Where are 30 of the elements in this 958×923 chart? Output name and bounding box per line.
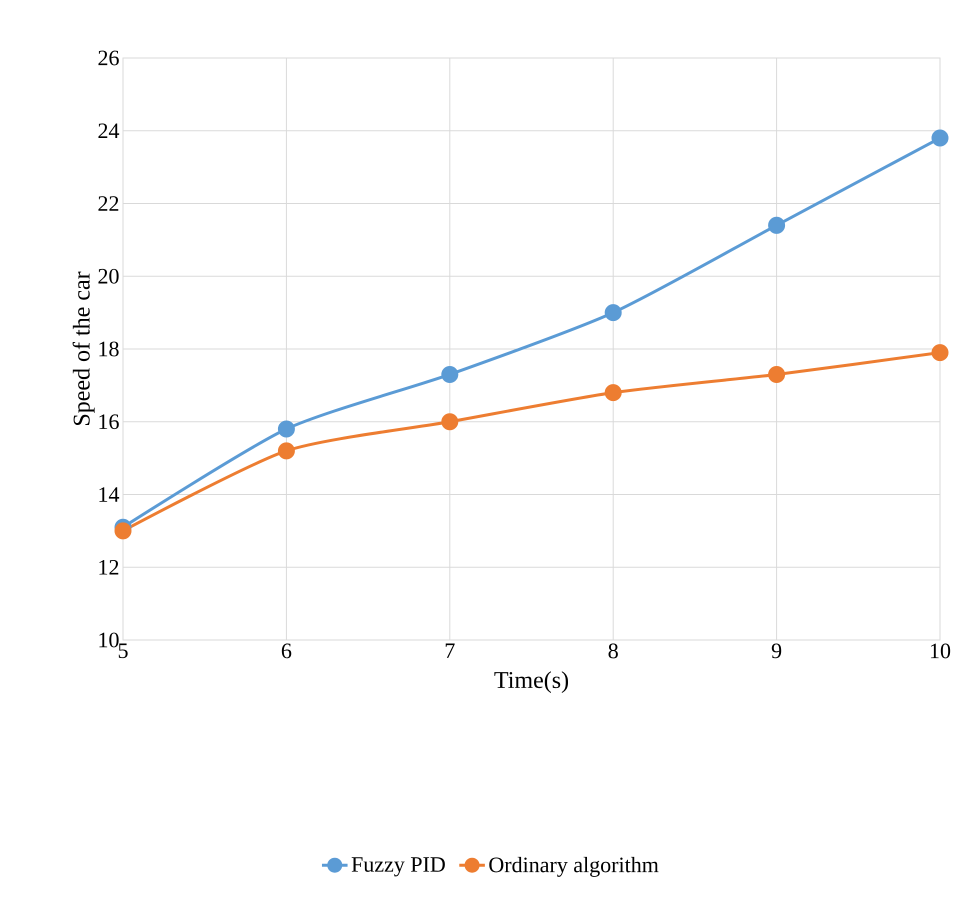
x-tick-label: 9 <box>772 644 782 658</box>
point <box>114 522 132 540</box>
x-tick-label: 6 <box>282 644 292 658</box>
point <box>441 413 458 430</box>
y-axis-title: Speed of the car <box>72 272 95 426</box>
point <box>278 420 295 438</box>
y-tick-label: 18 <box>99 342 119 356</box>
x-tick-label: 7 <box>446 644 455 658</box>
point <box>768 216 786 234</box>
x-tick-label: 5 <box>118 644 128 658</box>
point <box>932 130 948 147</box>
point <box>441 366 458 383</box>
legend-label: Ordinary algorithm <box>489 856 659 877</box>
legend-label: Fuzzy PID <box>352 857 445 876</box>
y-tick-label: 26 <box>98 50 119 66</box>
x-tick-label: 8 <box>608 644 618 658</box>
point <box>604 384 622 402</box>
point <box>768 366 786 383</box>
point <box>278 442 295 460</box>
y-tick-label: 14 <box>99 487 120 502</box>
y-tick-label: 24 <box>98 123 120 138</box>
y-tick-label: 16 <box>99 414 119 430</box>
point <box>604 304 622 322</box>
y-tick-label: 12 <box>99 560 118 575</box>
x-tick-label: 10 <box>930 644 950 658</box>
y-tick-label: 22 <box>98 196 118 211</box>
x-axis-title: Time(s) <box>494 671 568 693</box>
point <box>932 344 948 362</box>
y-tick-label: 10 <box>99 632 119 648</box>
y-tick-label: 20 <box>98 268 119 284</box>
